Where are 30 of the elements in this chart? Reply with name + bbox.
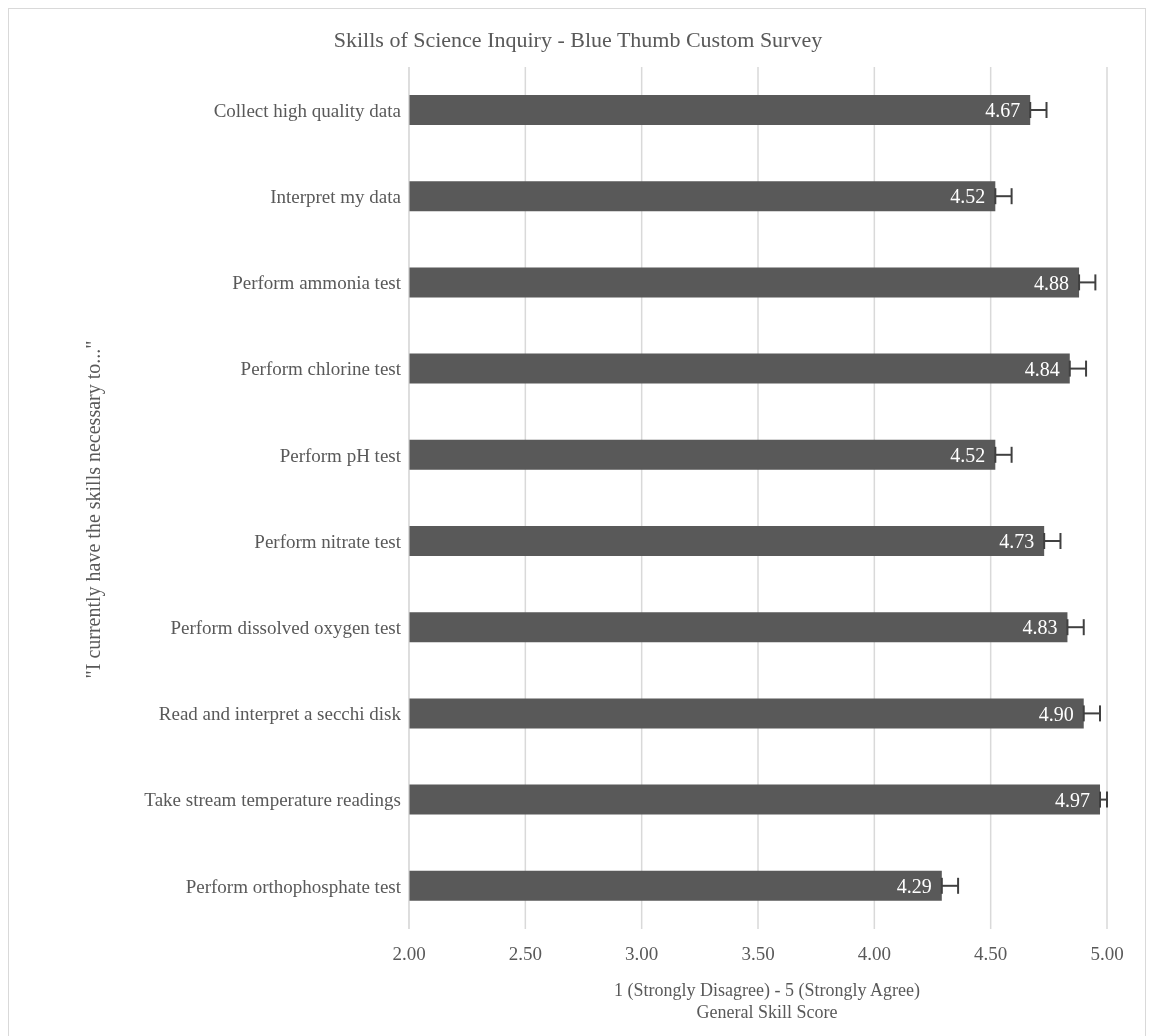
- y-tick-label: Perform ammonia test: [232, 272, 402, 294]
- data-label: 4.52: [950, 185, 986, 208]
- y-tick-label: Interpret my data: [270, 186, 402, 208]
- data-label: 4.90: [1038, 702, 1074, 725]
- data-label: 4.52: [950, 443, 986, 466]
- x-tick-label: 4.00: [857, 943, 891, 965]
- y-tick-label: Perform dissolved oxygen test: [170, 617, 402, 639]
- y-tick-label: Perform orthophosphate test: [185, 875, 402, 897]
- data-label: 4.84: [1024, 357, 1060, 380]
- x-tick-label: 3.00: [625, 943, 659, 965]
- data-label: 4.73: [999, 530, 1035, 553]
- data-label: 4.67: [985, 99, 1021, 122]
- data-label: 4.88: [1034, 271, 1070, 294]
- y-tick-label: Take stream temperature readings: [144, 789, 401, 811]
- y-tick-label: Collect high quality data: [213, 99, 402, 121]
- chart-title: Skills of Science Inquiry - Blue Thumb Custom Survey: [332, 27, 824, 53]
- x-tick-label: 5.00: [1090, 943, 1124, 965]
- x-tick-label: 4.50: [974, 943, 1008, 965]
- x-tick-label: 2.00: [392, 943, 426, 965]
- y-tick-label: Perform pH test: [279, 444, 402, 466]
- y-axis-title: "I currently have the skills necessary to...": [82, 340, 106, 678]
- y-tick-label: Read and interpret a secchi disk: [158, 703, 402, 725]
- data-label: 4.83: [1022, 616, 1058, 639]
- y-tick-label: Perform chlorine test: [240, 358, 402, 380]
- x-tick-label: 3.50: [741, 943, 775, 965]
- y-tick-label: Perform nitrate test: [254, 530, 402, 552]
- x-tick-label: 2.50: [508, 943, 542, 965]
- x-axis-title: 1 (Strongly Disagree) - 5 (Strongly Agree) General Skill Score: [613, 979, 921, 1023]
- data-label: 4.97: [1055, 788, 1091, 811]
- data-label: 4.29: [896, 874, 932, 897]
